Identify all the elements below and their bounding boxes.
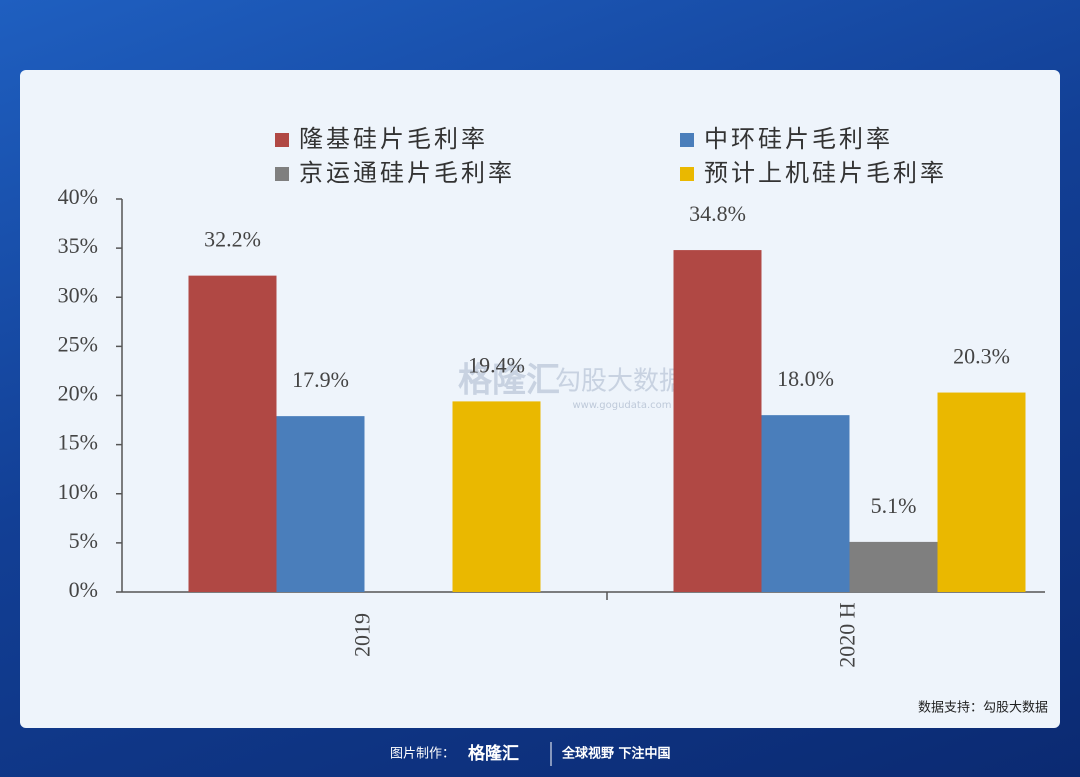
y-tick-label: 0% xyxy=(69,577,98,602)
bar xyxy=(937,392,1026,592)
y-tick-label: 40% xyxy=(58,184,98,209)
legend-swatch xyxy=(680,167,694,181)
watermark-brand: 格隆汇 xyxy=(458,361,560,401)
y-tick-label: 20% xyxy=(58,381,98,406)
bar xyxy=(673,250,762,592)
value-label: 32.2% xyxy=(204,227,261,252)
watermark-name: 勾股大数据 xyxy=(555,367,685,397)
bar xyxy=(188,275,277,592)
legend-label: 预计上机硅片毛利率 xyxy=(704,159,947,187)
y-tick-label: 35% xyxy=(58,233,98,258)
bar xyxy=(849,541,938,592)
y-tick-label: 15% xyxy=(58,430,98,455)
bar xyxy=(276,416,365,592)
value-label: 34.8% xyxy=(689,201,746,226)
footer-brand: 格隆汇 xyxy=(468,743,519,764)
legend-label: 隆基硅片毛利率 xyxy=(299,125,488,153)
y-tick-label: 25% xyxy=(58,331,98,356)
x-tick-label: 2019 xyxy=(350,613,375,657)
legend-label: 京运通硅片毛利率 xyxy=(299,159,515,187)
legend-swatch xyxy=(275,133,289,147)
y-tick-label: 5% xyxy=(69,528,98,553)
value-label: 19.4% xyxy=(468,352,525,377)
value-label: 5.1% xyxy=(871,493,917,518)
source: 数据支持：勾股大数据 xyxy=(918,701,1048,716)
x-tick-label: 2020 H xyxy=(835,602,860,668)
footer-slogan: 全球视野 下注中国 xyxy=(561,746,671,762)
legend-swatch xyxy=(680,133,694,147)
bar xyxy=(452,401,541,592)
y-tick-label: 10% xyxy=(58,479,98,504)
footer-made-by: 图片制作： xyxy=(390,747,455,762)
legend-swatch xyxy=(275,167,289,181)
bar xyxy=(761,415,850,592)
value-label: 17.9% xyxy=(292,367,349,392)
value-label: 20.3% xyxy=(953,344,1010,369)
legend-label: 中环硅片毛利率 xyxy=(704,125,893,153)
value-label: 18.0% xyxy=(777,366,834,391)
watermark-url: www.gogudata.com xyxy=(572,400,671,411)
y-tick-label: 30% xyxy=(58,282,98,307)
